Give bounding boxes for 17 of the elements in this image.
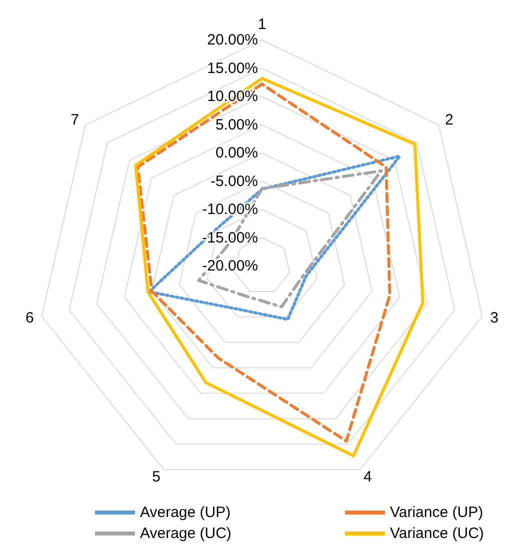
y-tick-label: -20.00%	[202, 258, 258, 274]
spoke-label: 7	[70, 112, 80, 129]
y-tick-label: 5.00%	[215, 116, 258, 134]
legend-label: Variance (UC)	[390, 525, 484, 542]
y-tick-label: 20.00%	[207, 32, 258, 48]
y-tick-label: 15.00%	[207, 60, 258, 77]
spoke-label: 5	[152, 468, 160, 486]
y-tick-label: 0.00%	[215, 144, 258, 162]
spoke-label: 1	[258, 16, 266, 33]
legend-label: Variance (UP)	[390, 504, 484, 521]
legend-label: Average (UC)	[140, 525, 232, 542]
spoke-label: 3	[490, 310, 498, 327]
spoke-label: 6	[26, 310, 34, 327]
legend-label: Average (UP)	[140, 504, 231, 521]
spoke-label: 2	[444, 112, 454, 129]
spoke-label: 4	[364, 468, 372, 486]
y-tick-label: -5.00%	[210, 172, 258, 190]
